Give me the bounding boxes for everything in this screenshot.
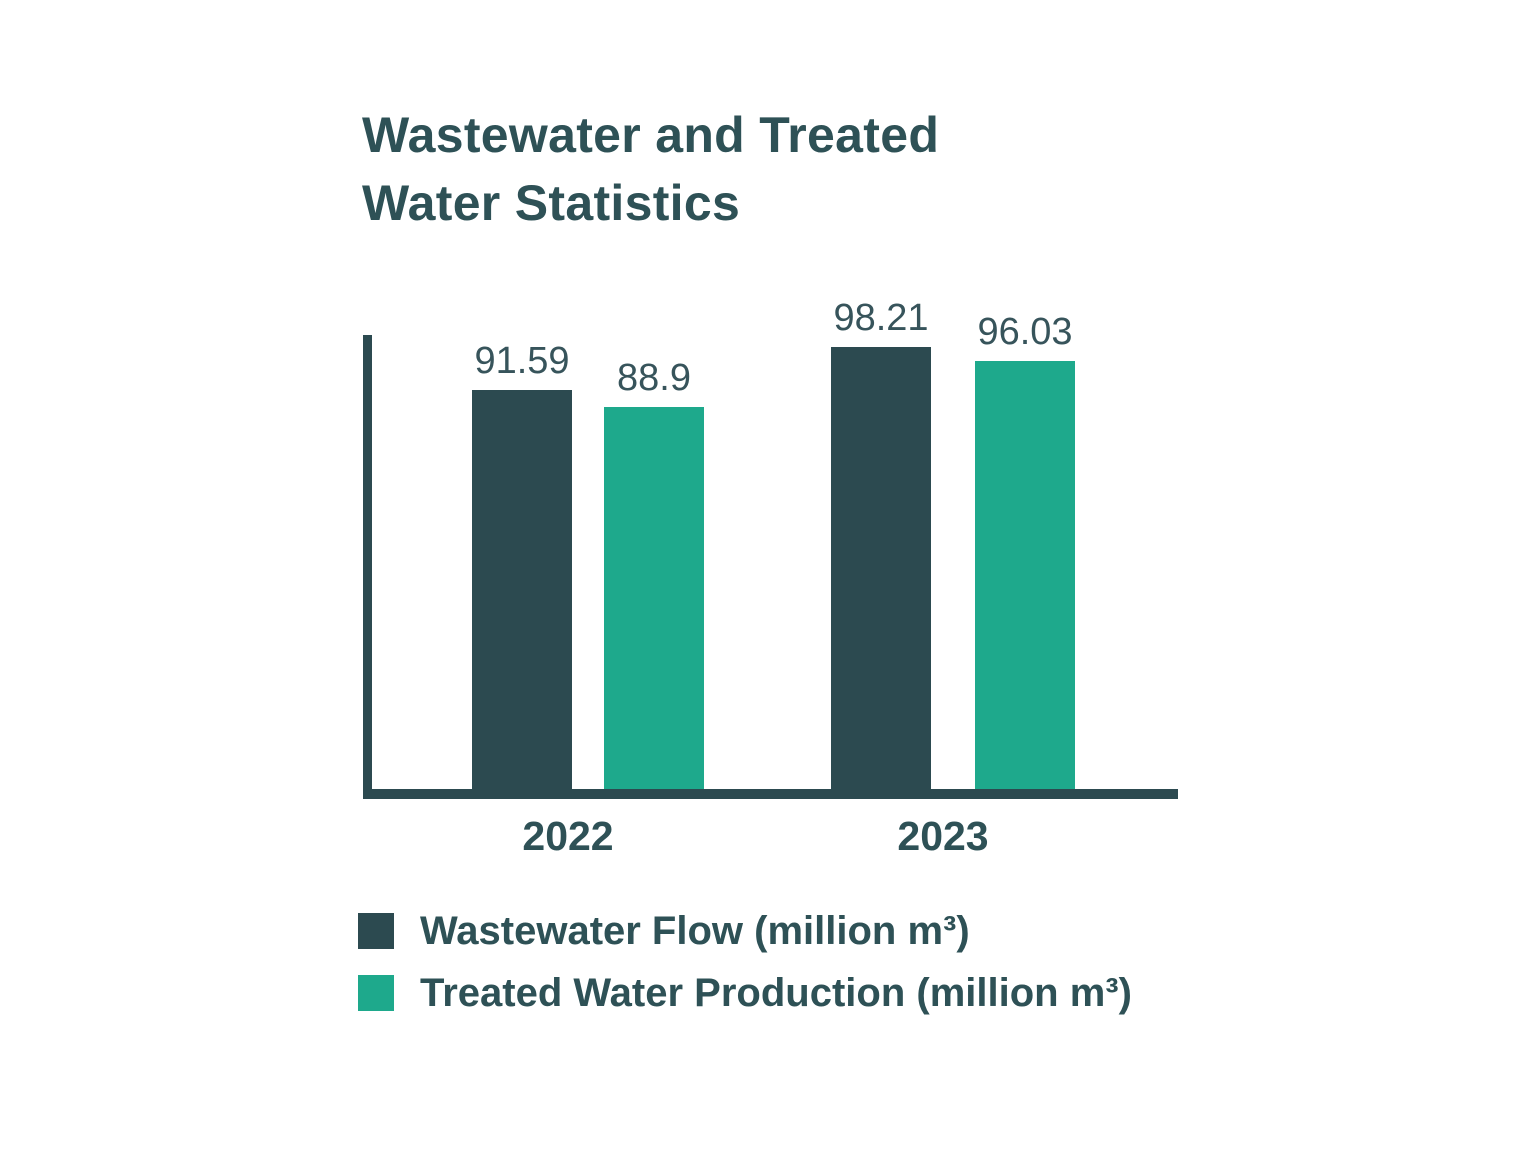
- legend-swatch-wastewater-flow: [358, 913, 394, 949]
- bar-value-label-treated-water-production-2023: 96.03: [977, 311, 1073, 353]
- y-axis-line: [363, 335, 372, 799]
- bar-value-label-wastewater-flow-2022: 91.59: [474, 340, 570, 382]
- chart-title-line1: Wastewater and Treated: [362, 107, 940, 163]
- legend: Wastewater Flow (million m³) Treated Wat…: [358, 909, 1132, 1015]
- bar-treated-water-production-2022: [604, 407, 704, 789]
- x-axis-label-2023: 2023: [897, 813, 989, 859]
- legend-label-treated-water-production: Treated Water Production (million m³): [420, 971, 1132, 1015]
- bar-treated-water-production-2023: [975, 361, 1075, 789]
- bar-value-label-wastewater-flow-2023: 98.21: [833, 297, 929, 339]
- legend-label-wastewater-flow: Wastewater Flow (million m³): [420, 909, 970, 953]
- chart-title: Wastewater and Treated Water Statistics: [362, 101, 939, 237]
- legend-item-treated-water-production: Treated Water Production (million m³): [358, 971, 1132, 1015]
- bar-wastewater-flow-2022: [472, 390, 572, 789]
- legend-item-wastewater-flow: Wastewater Flow (million m³): [358, 909, 1132, 953]
- x-axis-line: [363, 789, 1178, 799]
- bar-value-label-treated-water-production-2022: 88.9: [617, 357, 691, 399]
- legend-swatch-treated-water-production: [358, 975, 394, 1011]
- bar-wastewater-flow-2023: [831, 347, 931, 789]
- chart-title-line2: Water Statistics: [362, 175, 741, 231]
- x-axis-label-2022: 2022: [522, 813, 614, 859]
